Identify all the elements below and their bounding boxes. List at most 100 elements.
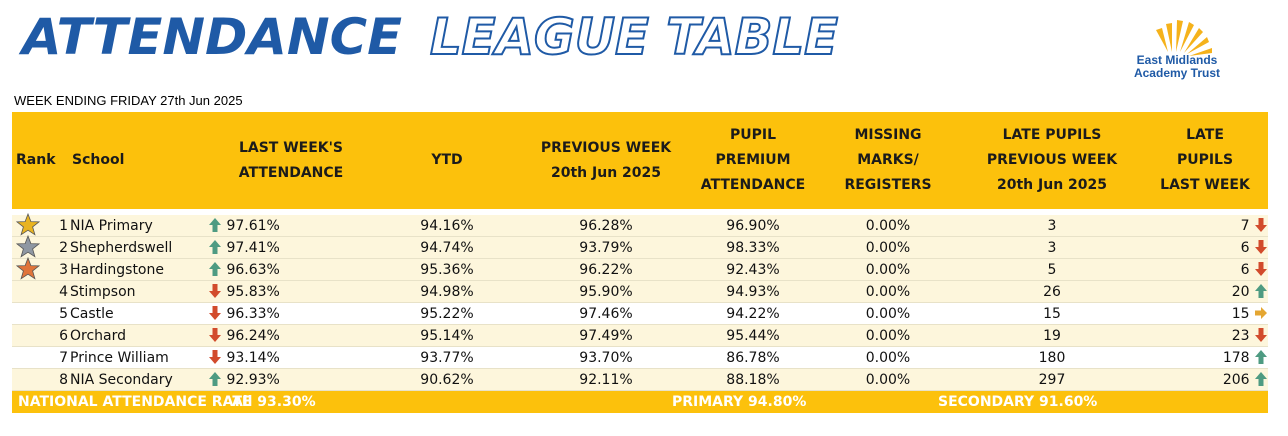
school-cell: NIA Secondary (68, 368, 208, 391)
late-previous-cell: 15 (962, 302, 1142, 325)
logo-line-1: East Midlands (1136, 53, 1218, 67)
logo-line-2: Academy Trust (1133, 66, 1221, 80)
late-last-cell: 20 (1142, 280, 1268, 303)
ytd-cell: 94.98% (374, 280, 520, 303)
school-cell: NIA Primary (68, 215, 208, 237)
header-line: LAST WEEK'S (238, 139, 344, 156)
missing-marks-value: 0.00% (865, 371, 911, 388)
ytd-value: 90.62% (420, 371, 474, 388)
previous-week-value: 96.28% (579, 217, 633, 234)
arrow-up-icon (209, 240, 221, 254)
missing-marks-value: 0.00% (865, 327, 911, 344)
table-row: 7 Prince William 93.14% 93.77% 93.70% 86.78%… (12, 346, 1268, 369)
school-name: Stimpson (70, 283, 136, 300)
late-last-value: 15 (1231, 306, 1250, 322)
missing-marks-cell: 0.00% (814, 258, 962, 281)
missing-marks-value: 0.00% (865, 261, 911, 278)
table-row: 5 Castle 96.33% 95.22% 97.46% 94.22% 0.00% 15 1… (12, 302, 1268, 325)
pupil-premium-value: 95.44% (726, 327, 780, 344)
arrow-up-icon (1255, 372, 1267, 386)
arrow-down-icon (209, 284, 221, 298)
ytd-cell: 93.77% (374, 346, 520, 369)
ytd-value: 95.22% (420, 305, 474, 322)
bronze-star-icon (16, 257, 40, 280)
previous-week-cell: 97.49% (520, 324, 692, 347)
missing-marks-cell: 0.00% (814, 346, 962, 369)
arrow-up-icon (209, 372, 221, 386)
late-previous-cell: 297 (962, 368, 1142, 391)
school-name: NIA Primary (70, 217, 153, 234)
table-row: 4 Stimpson 95.83% 94.98% 95.90% 94.93% 0.00% 2… (12, 280, 1268, 303)
header-line: ATTENDANCE (238, 164, 344, 181)
attendance-cell: 96.63% (208, 258, 374, 281)
pupil-premium-value: 94.93% (726, 283, 780, 300)
table-row: 3 Hardingstone 96.63% 95.36% 96.22% 92.43% 0.… (12, 257, 1268, 281)
late-last-cell: 6 (1142, 258, 1268, 281)
ytd-value: 95.36% (420, 261, 474, 278)
pupil-premium-cell: 86.78% (692, 346, 814, 369)
arrow-up-icon (1255, 350, 1267, 364)
header-late-last-week: LATE PUPILS LAST WEEK (1142, 112, 1268, 209)
previous-week-cell: 96.28% (520, 215, 692, 237)
rank-cell: 1 (12, 213, 68, 237)
late-last-value: 6 (1240, 240, 1250, 256)
missing-marks-cell: 0.00% (814, 280, 962, 303)
rank-cell: 8 (12, 368, 68, 391)
rank-cell: 4 (12, 280, 68, 303)
previous-week-cell: 93.79% (520, 236, 692, 259)
header-line: 20th Jun 2025 (997, 177, 1107, 193)
header-line: LATE PUPILS (1002, 127, 1102, 143)
late-last-value: 7 (1240, 218, 1250, 234)
school-name: Shepherdswell (70, 239, 173, 256)
arrow-down-icon (209, 306, 221, 320)
ytd-value: 93.77% (420, 349, 474, 366)
trust-logo: East Midlands Academy Trust (1112, 12, 1242, 82)
previous-week-value: 97.46% (579, 305, 633, 322)
rank-value: 5 (59, 305, 68, 322)
attendance-value: 93.14% (226, 350, 280, 366)
header-line: REGISTERS (844, 177, 932, 193)
previous-week-value: 93.79% (579, 239, 633, 256)
school-name: Castle (70, 305, 114, 322)
table-spacer (12, 209, 1268, 215)
previous-week-value: 96.22% (579, 261, 633, 278)
arrow-down-icon (209, 328, 221, 342)
attendance-cell: 96.33% (208, 302, 374, 325)
previous-week-cell: 95.90% (520, 280, 692, 303)
rank-value: 1 (59, 217, 68, 234)
header-last-week-attendance: LAST WEEK'S ATTENDANCE (208, 112, 374, 209)
missing-marks-cell: 0.00% (814, 215, 962, 237)
late-previous-cell: 26 (962, 280, 1142, 303)
attendance-league-table: Rank School LAST WEEK'S ATTENDANCE YTD P… (12, 112, 1268, 413)
arrow-down-icon (1255, 328, 1267, 342)
rank-value: 2 (59, 239, 68, 256)
header-line: PUPILS (1176, 152, 1234, 168)
header-line: PREMIUM (715, 152, 791, 168)
late-last-cell: 7 (1142, 215, 1268, 237)
national-all: All 93.30% (208, 390, 520, 413)
header-previous-week: PREVIOUS WEEK 20th Jun 2025 (520, 112, 692, 209)
rank-cell: 5 (12, 302, 68, 325)
attendance-cell: 95.83% (208, 280, 374, 303)
missing-marks-cell: 0.00% (814, 302, 962, 325)
logo-text: East Midlands Academy Trust (1112, 54, 1242, 80)
late-previous-value: 3 (1047, 217, 1057, 234)
table-header-row: Rank School LAST WEEK'S ATTENDANCE YTD P… (12, 112, 1268, 209)
gold-star-icon (16, 213, 40, 236)
ytd-cell: 94.16% (374, 215, 520, 237)
school-cell: Castle (68, 302, 208, 325)
school-cell: Orchard (68, 324, 208, 347)
attendance-cell: 97.41% (208, 236, 374, 259)
rank-cell: 7 (12, 346, 68, 369)
national-secondary: SECONDARY 91.60% (814, 390, 1268, 413)
arrow-down-icon (1255, 218, 1267, 232)
silver-star-icon (16, 235, 40, 258)
arrow-down-icon (1255, 262, 1267, 276)
arrow-down-icon (1255, 240, 1267, 254)
previous-week-cell: 93.70% (520, 346, 692, 369)
late-previous-cell: 5 (962, 258, 1142, 281)
attendance-value: 96.24% (226, 328, 280, 344)
national-label: NATIONAL ATTENDANCE RATE (12, 390, 251, 413)
rank-value: 4 (59, 283, 68, 300)
ytd-cell: 95.36% (374, 258, 520, 281)
